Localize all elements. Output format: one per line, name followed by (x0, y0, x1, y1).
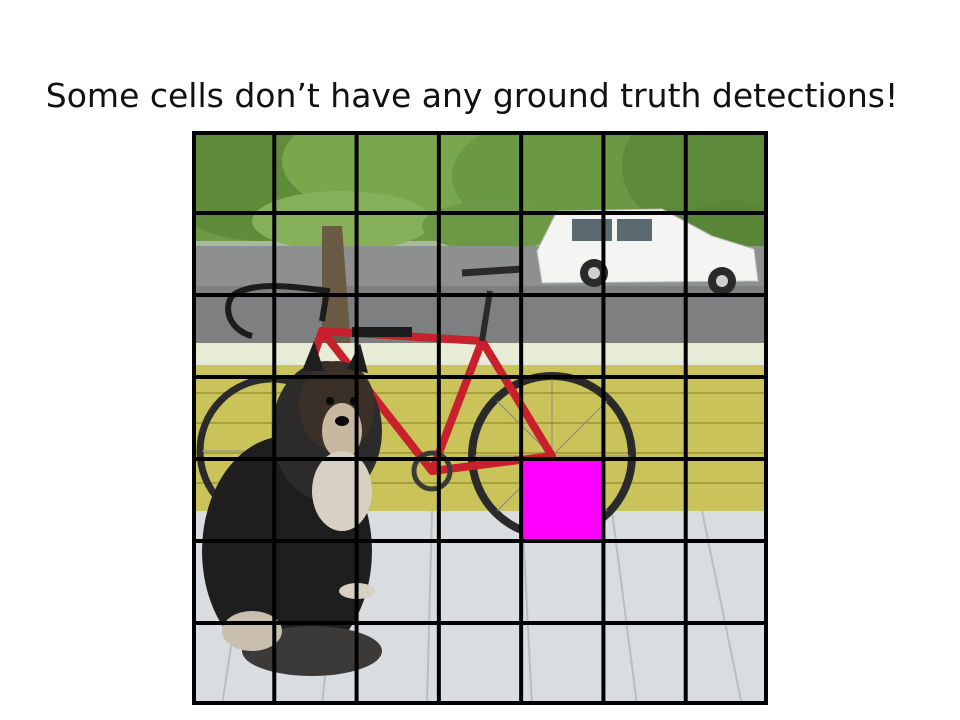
grid-overlay (192, 131, 768, 705)
scene-image (192, 131, 768, 705)
detection-grid-photo (192, 131, 768, 705)
slide-title: Some cells don’t have any ground truth d… (45, 76, 899, 115)
highlighted-cell (521, 459, 604, 541)
truck (536, 208, 759, 295)
dog (202, 341, 382, 676)
